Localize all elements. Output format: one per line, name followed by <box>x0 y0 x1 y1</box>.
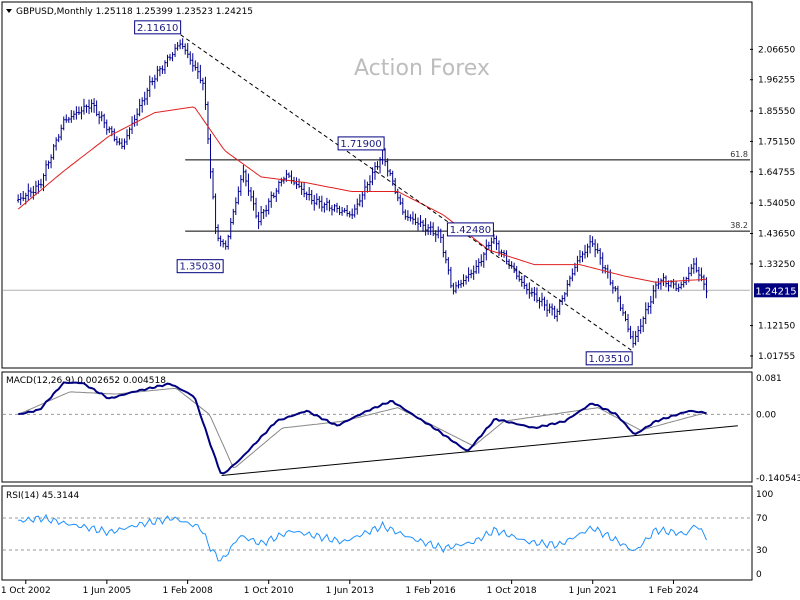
rsi-series <box>3 513 750 562</box>
x-tick-label: 1 Feb 2016 <box>405 586 456 596</box>
rsi-panel-frame <box>1 485 753 581</box>
x-tick-label: 1 Jun 2005 <box>83 586 131 596</box>
level-box <box>176 259 224 274</box>
rsi-line <box>18 513 707 562</box>
macd-label: MACD(12,26,9) 0.002652 0.004518 <box>6 376 166 386</box>
x-tick-label: 1 Oct 2002 <box>1 586 51 596</box>
rsi-label: RSI(14) 45.3144 <box>6 491 79 501</box>
level-label: 1.71900 <box>340 139 381 150</box>
main-panel-frame <box>1 1 753 369</box>
watermark: Action Forex <box>354 56 490 81</box>
rsi-y-tick-label: 70 <box>756 514 768 524</box>
level-box <box>446 222 494 237</box>
y-tick-label: 1.12150 <box>758 322 795 332</box>
y-tick-label: 1.96255 <box>758 76 795 86</box>
level-box <box>585 351 633 366</box>
x-tick-label: 1 Oct 2010 <box>244 586 294 596</box>
rsi-y-tick-label: 100 <box>756 490 773 500</box>
last-price-tag <box>754 283 798 298</box>
level-box <box>134 20 182 35</box>
symbol-dropdown-icon[interactable] <box>6 9 12 13</box>
x-tick-label: 1 Jun 2013 <box>326 586 374 596</box>
macd-trendline <box>221 425 738 476</box>
y-axis-ticks: 1.24215 2.06650 1.96255 1.85550 1.75150 1.647… <box>750 45 800 580</box>
fib-label: 38.2 <box>730 221 748 230</box>
y-tick-label: 1.64755 <box>758 168 795 178</box>
y-tick-label: 1.01755 <box>758 352 795 362</box>
level-labels: 2.11610 1.35030 1.71900 1.42480 1.03510 <box>134 20 633 366</box>
level-label: 1.03510 <box>589 354 630 365</box>
trendlines <box>180 34 633 352</box>
x-tick-label: 1 Feb 2008 <box>162 586 213 596</box>
macd-y-tick-label: 0.00 <box>756 410 776 420</box>
y-tick-label: 1.54050 <box>758 199 795 209</box>
macd-line <box>18 381 707 475</box>
level-box <box>337 136 385 151</box>
y-tick-label: 1.33250 <box>758 260 795 270</box>
x-axis-ticks: 1 Oct 2002 1 Jun 2005 1 Feb 2008 1 Oct 2010… <box>1 580 699 596</box>
trendline-dashed <box>180 34 633 352</box>
price-bars <box>16 38 708 348</box>
macd-series <box>3 381 750 476</box>
y-tick-label: 2.06650 <box>758 45 795 55</box>
ma-line <box>17 106 707 283</box>
x-tick-label: 1 Oct 2018 <box>487 586 537 596</box>
fib-label: 61.8 <box>730 150 748 159</box>
rsi-y-tick-label: 0 <box>756 570 762 580</box>
level-label: 2.11610 <box>137 23 178 34</box>
x-tick-label: 1 Jun 2021 <box>568 586 616 596</box>
macd-panel-frame <box>1 371 753 483</box>
last-price-label: 1.24215 <box>755 286 796 297</box>
level-label: 1.42480 <box>450 225 491 236</box>
y-tick-label: 1.85550 <box>758 107 795 117</box>
macd-y-tick-label: -0.140543 <box>756 474 800 484</box>
moving-average <box>17 106 707 283</box>
level-label: 1.35030 <box>179 262 220 273</box>
y-tick-label: 1.43650 <box>758 229 795 239</box>
x-tick-label: 1 Feb 2024 <box>648 586 699 596</box>
y-tick-label: 1.75150 <box>758 137 795 147</box>
symbol-header: GBPUSD,Monthly 1.25118 1.25399 1.23523 1… <box>16 7 253 17</box>
rsi-y-tick-label: 30 <box>756 546 768 556</box>
macd-y-tick-label: 0.081 <box>756 374 782 384</box>
